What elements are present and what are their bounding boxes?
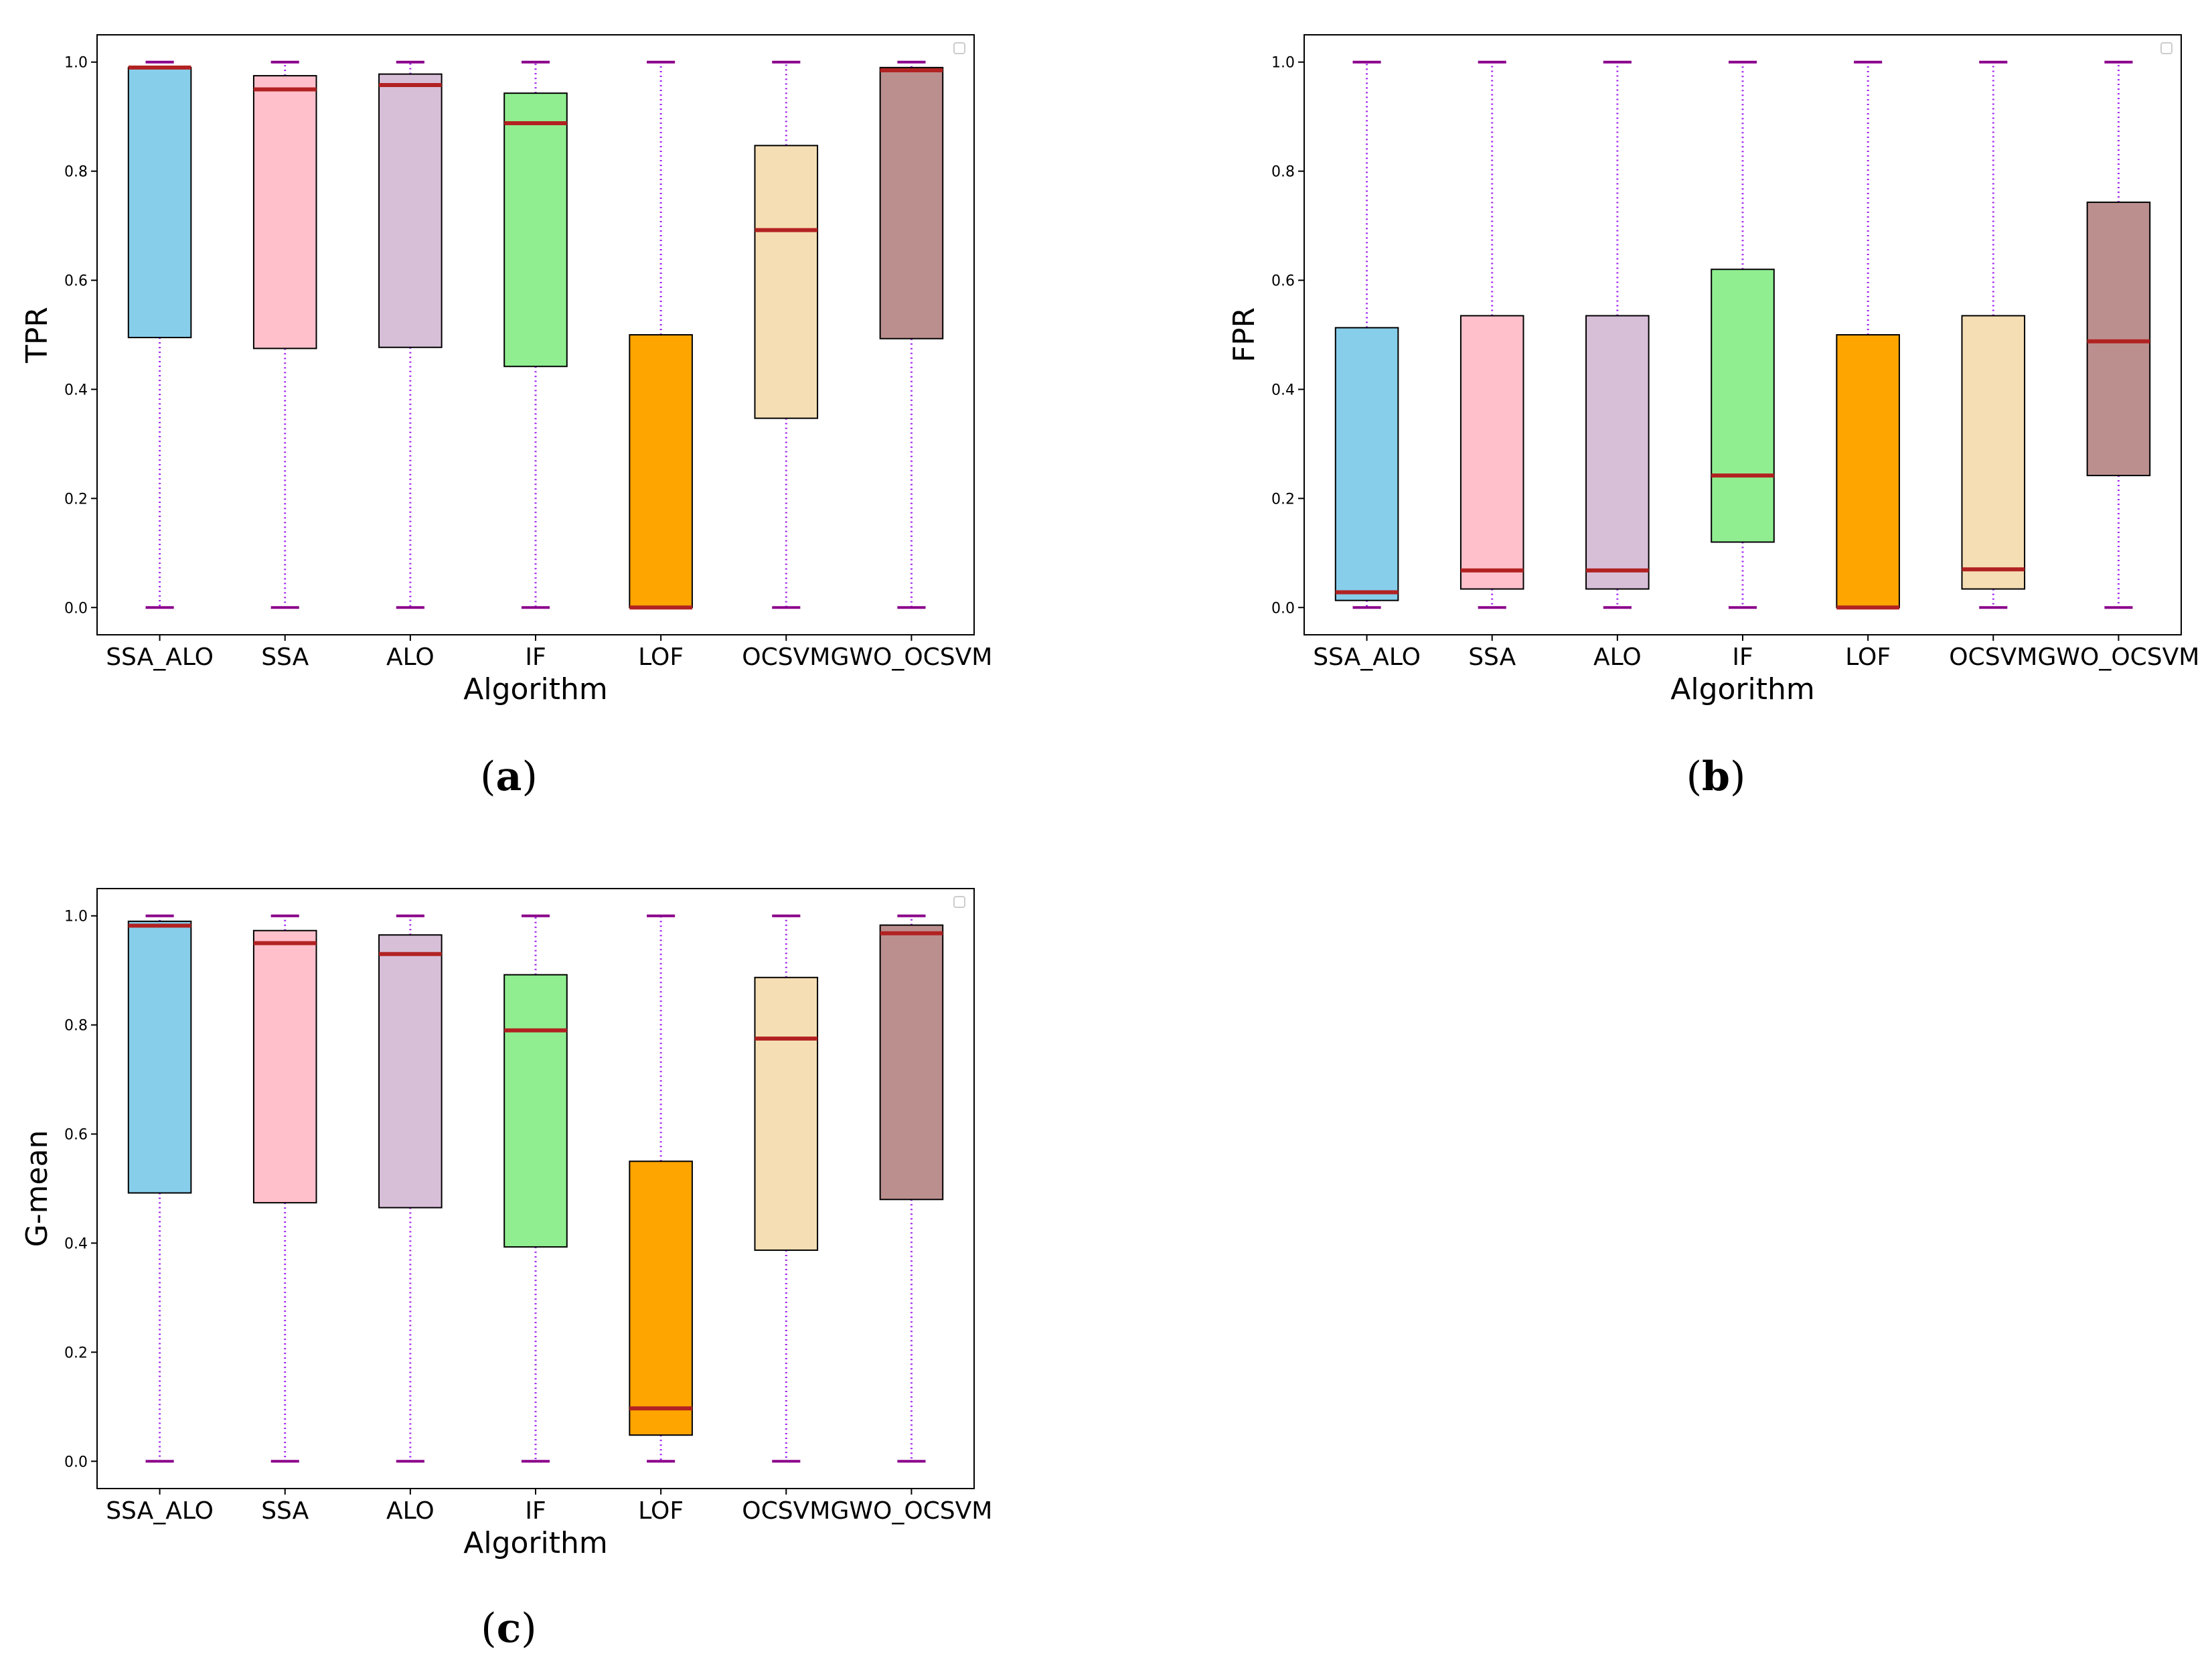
box-ssa_alo [127, 66, 192, 339]
caption-close-paren: ) [522, 753, 537, 800]
empty-legend-box [953, 896, 965, 908]
y-tick-label: 0.0 [1271, 600, 1295, 617]
y-tick-label: 0.4 [64, 1235, 88, 1252]
x-tick-label-ssa: SSA [261, 643, 309, 671]
panel-a-tpr-boxplot: 0.0 0.2 0.4 0.6 0.8 1.0 SSA_ALO SSA ALO IF LOF OCSV… [20, 34, 993, 800]
y-tick-label: 0.0 [64, 600, 88, 617]
x-tick-label-ssa_alo: SSA_ALO [106, 1497, 214, 1525]
x-tick-label-alo: ALO [1593, 643, 1642, 671]
box-lof [629, 1160, 693, 1436]
caption-close-paren: ) [1730, 753, 1745, 800]
panel-b-fpr-boxplot: 0.0 0.2 0.4 0.6 0.8 1.0 SSA_ALO SSA ALO IF LOF OCSV… [1227, 34, 2200, 800]
x-tick-label-lof: LOF [638, 643, 684, 671]
box-gwo_ocsvm [2086, 202, 2151, 477]
x-axis-title: Algorithm [463, 1526, 608, 1560]
x-tick-label-ssa_alo: SSA_ALO [1313, 643, 1421, 671]
x-tick-label-if: IF [1732, 643, 1753, 671]
box-lof [1836, 334, 1900, 609]
caption-open-paren: ( [480, 753, 495, 800]
box-gwo_ocsvm [879, 924, 944, 1201]
y-tick-label: 1.0 [64, 909, 88, 925]
y-axis-title: G-mean [20, 1130, 54, 1247]
y-axis-title: FPR [1227, 307, 1261, 362]
y-tick-label: 0.6 [1271, 273, 1295, 290]
caption-close-paren: ) [521, 1605, 536, 1652]
x-tick-label-ssa_alo: SSA_ALO [106, 643, 214, 671]
empty-legend-box [953, 42, 965, 54]
box-alo [1585, 315, 1650, 590]
y-tick-label: 0.2 [64, 491, 88, 508]
x-tick-label-gwo_ocsvm: GWO_OCSVM [2038, 643, 2200, 671]
x-tick-label-if: IF [525, 1497, 546, 1525]
box-ssa [252, 75, 317, 350]
box-ssa_alo [127, 920, 192, 1194]
x-axis-title: Algorithm [463, 672, 608, 706]
x-tick-label-gwo_ocsvm: GWO_OCSVM [831, 1497, 993, 1525]
y-tick-label: 0.8 [64, 164, 88, 181]
box-gwo_ocsvm [879, 66, 944, 339]
x-tick-label-alo: ALO [386, 1497, 434, 1525]
box-if [1711, 269, 1775, 543]
y-tick-label: 0.2 [64, 1345, 88, 1361]
box-ssa_alo [1334, 327, 1399, 601]
empty-legend-box [2160, 42, 2172, 54]
box-alo [378, 934, 443, 1209]
y-tick-label: 0.6 [64, 273, 88, 290]
y-tick-label: 0.8 [1271, 164, 1295, 181]
y-tick-label: 0.4 [64, 382, 88, 398]
box-ocsvm [754, 145, 819, 419]
y-tick-label: 1.0 [1271, 55, 1295, 72]
y-axis-title: TPR [20, 307, 54, 364]
y-tick-label: 0.4 [1271, 382, 1295, 398]
caption-open-paren: ( [1686, 753, 1702, 800]
x-tick-label-lof: LOF [1845, 643, 1891, 671]
x-tick-label-alo: ALO [386, 643, 434, 671]
y-tick-label: 0.0 [64, 1454, 88, 1470]
panel-caption: (c) [481, 1605, 536, 1652]
caption-letter: c [497, 1605, 522, 1652]
x-tick-label-ssa: SSA [1468, 643, 1516, 671]
box-if [503, 974, 568, 1248]
box-ssa [1459, 315, 1524, 590]
x-tick-label-gwo_ocsvm: GWO_OCSVM [831, 643, 993, 671]
x-tick-label-ocsvm: OCSVM [742, 1497, 830, 1525]
box-ssa [252, 929, 317, 1204]
box-ocsvm [1961, 315, 2026, 590]
box-lof [629, 334, 693, 609]
panel-caption: (b) [1686, 753, 1746, 800]
y-tick-label: 0.6 [64, 1127, 88, 1144]
y-tick-label: 1.0 [64, 55, 88, 72]
caption-open-paren: ( [481, 1605, 496, 1652]
panel-caption: (a) [480, 753, 538, 800]
x-tick-label-ocsvm: OCSVM [742, 643, 830, 671]
y-tick-label: 0.2 [1271, 491, 1295, 508]
caption-letter: a [496, 753, 522, 800]
x-tick-label-ocsvm: OCSVM [1949, 643, 2037, 671]
x-tick-label-lof: LOF [638, 1497, 684, 1525]
x-tick-label-if: IF [525, 643, 546, 671]
x-tick-label-ssa: SSA [261, 1497, 309, 1525]
box-alo [378, 73, 443, 348]
panel-c-gmean-boxplot: 0.0 0.2 0.4 0.6 0.8 1.0 SSA_ALO SSA ALO IF LOF OCSV… [20, 888, 993, 1652]
caption-letter: b [1702, 753, 1730, 800]
x-axis-title: Algorithm [1670, 672, 1815, 706]
y-tick-label: 0.8 [64, 1018, 88, 1035]
box-ocsvm [754, 976, 819, 1252]
box-if [503, 92, 568, 368]
